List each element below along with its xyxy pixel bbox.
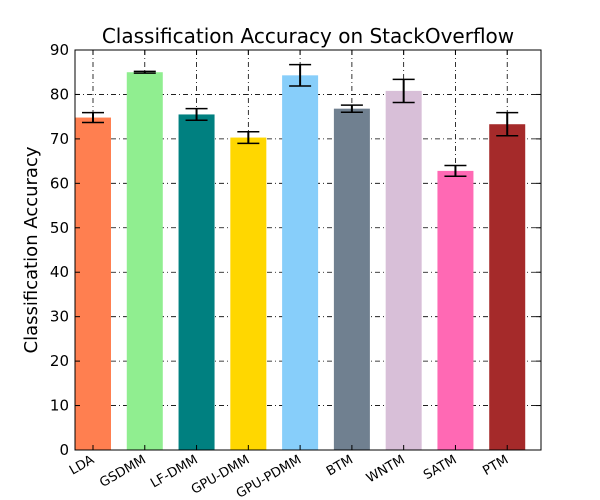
y-tick-label: 70: [50, 130, 69, 148]
y-tick-label: 40: [50, 263, 69, 281]
error-bar-satm: [444, 164, 467, 177]
y-tick-label: 30: [50, 308, 69, 326]
bar-lf-dmm: [178, 114, 215, 450]
bar-btm: [333, 108, 370, 451]
y-tick-label: 80: [50, 85, 69, 103]
bar-lda: [75, 117, 111, 451]
chart-title: Classification Accuracy on StackOverflow: [102, 24, 514, 48]
x-tick-label: SATM: [421, 452, 459, 483]
error-bar-gpu-dmm: [237, 131, 260, 145]
error-bar-lda: [82, 111, 104, 124]
error-bar-gpu-pdmm: [289, 63, 312, 87]
bar-gpu-pdmm: [282, 75, 319, 450]
bar-wntm: [385, 90, 422, 450]
x-tick-label: WNTM: [364, 452, 408, 486]
error-bar-lf-dmm: [185, 107, 208, 121]
y-tick-label: 60: [50, 174, 69, 192]
bar-gpu-dmm: [230, 137, 267, 451]
y-axis-label: Classification Accuracy: [21, 146, 42, 353]
bar-ptm: [489, 124, 526, 450]
y-tick-label: 50: [50, 219, 69, 237]
x-tick-label: PTM: [480, 452, 511, 478]
bar-satm: [437, 170, 474, 450]
y-tick-label: 10: [50, 397, 69, 415]
error-bar-wntm: [392, 78, 415, 104]
plot-frame: [74, 49, 542, 451]
y-ticks: 0 10 20 30 40 50 60 70 80 90: [50, 41, 541, 459]
bar-gsdmm: [126, 72, 163, 450]
error-bar-btm: [340, 104, 363, 113]
y-tick-label: 0: [59, 441, 69, 459]
x-tick-label: GSDMM: [97, 452, 148, 490]
x-tick-label: BTM: [324, 452, 356, 479]
error-bar-gsdmm: [133, 70, 156, 74]
bars: [75, 72, 526, 451]
y-tick-label: 20: [50, 352, 69, 370]
error-bars: [82, 63, 519, 177]
x-tick-label: LDA: [67, 452, 97, 478]
error-bar-ptm: [496, 111, 519, 137]
y-tick-label: 90: [50, 41, 69, 59]
